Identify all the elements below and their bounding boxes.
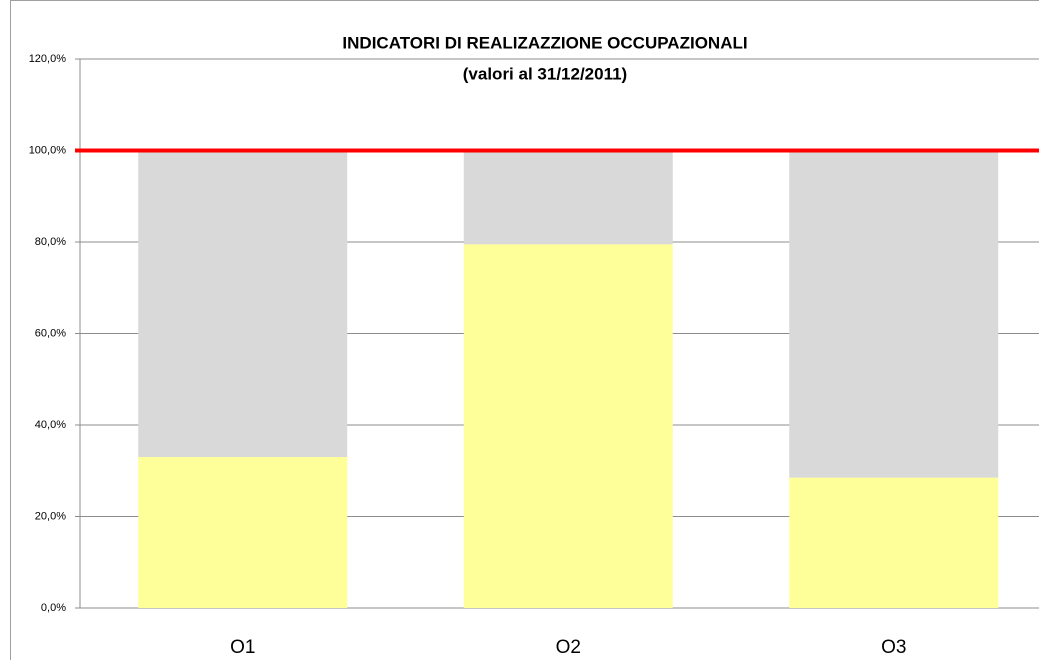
bar-segment	[138, 457, 348, 608]
bar-segment	[138, 150, 348, 458]
y-tick-label: 20,0%	[35, 510, 66, 522]
x-tick-label: O3	[881, 637, 906, 658]
x-tick-label: O2	[556, 637, 581, 658]
bar-segment	[789, 477, 999, 608]
y-tick-label: 40,0%	[35, 419, 66, 431]
bar-segment	[463, 150, 673, 245]
chart-title: INDICATORI DI REALIZAZZIONE OCCUPAZIONAL…	[342, 33, 747, 52]
x-tick-label: O1	[230, 637, 255, 658]
y-tick-label: 60,0%	[35, 327, 66, 339]
y-tick-label: 0,0%	[41, 602, 66, 614]
bar-segment	[789, 150, 999, 478]
y-tick-label: 100,0%	[29, 144, 67, 156]
bar-segment	[463, 244, 673, 608]
y-tick-label: 120,0%	[29, 53, 67, 65]
y-tick-label: 80,0%	[35, 236, 66, 248]
chart-subtitle: (valori al 31/12/2011)	[463, 64, 627, 83]
